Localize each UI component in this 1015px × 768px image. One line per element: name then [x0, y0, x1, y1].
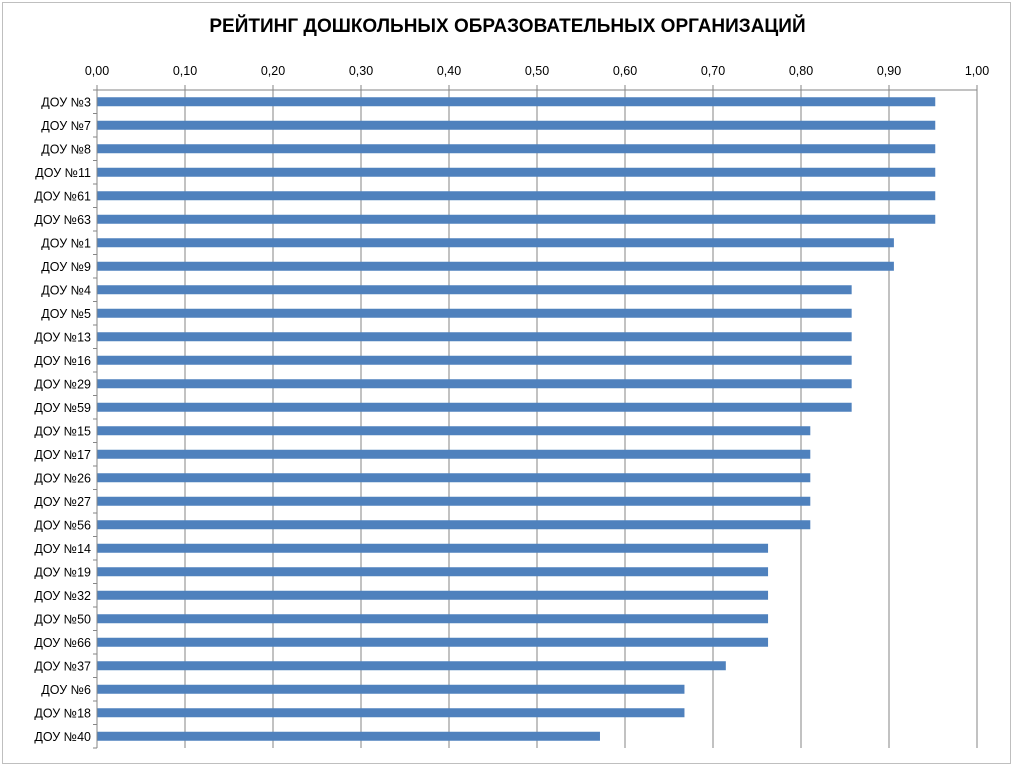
- bar: [97, 708, 685, 718]
- x-tick-label: 0,00: [85, 64, 109, 78]
- bar: [97, 214, 936, 224]
- x-tick-labels: 0,00 0,10 0,20 0,30 0,40 0,50 0,60 0,70 0,80 0,90…: [85, 64, 989, 78]
- category-label: ДОУ №18: [34, 706, 91, 720]
- bar: [97, 426, 811, 436]
- bar: [97, 167, 936, 177]
- category-label: ДОУ №5: [41, 307, 91, 321]
- category-label: ДОУ №27: [34, 495, 91, 509]
- bar: [97, 120, 936, 130]
- category-label: ДОУ №14: [34, 542, 91, 556]
- bar: [97, 543, 769, 553]
- category-label: ДОУ №66: [34, 636, 91, 650]
- bar: [97, 731, 600, 741]
- category-label: ДОУ №26: [34, 471, 91, 485]
- bar: [97, 191, 936, 201]
- bar: [97, 261, 894, 271]
- x-tick-label: 0,10: [173, 64, 197, 78]
- category-label: ДОУ №50: [34, 612, 91, 626]
- category-label: ДОУ №59: [34, 401, 91, 415]
- bar: [97, 473, 811, 483]
- chart-title: РЕЙТИНГ ДОШКОЛЬНЫХ ОБРАЗОВАТЕЛЬНЫХ ОРГАН…: [209, 16, 806, 37]
- category-label: ДОУ №6: [41, 683, 91, 697]
- bar: [97, 496, 811, 506]
- bar: [97, 637, 769, 647]
- x-tick-label: 0,50: [525, 64, 549, 78]
- category-label: ДОУ №16: [34, 354, 91, 368]
- bar: [97, 308, 852, 318]
- category-label: ДОУ №37: [34, 659, 91, 673]
- category-label: ДОУ №56: [34, 518, 91, 532]
- bar: [97, 379, 852, 389]
- category-label: ДОУ №7: [41, 119, 91, 133]
- bar: [97, 661, 726, 671]
- bar: [97, 238, 894, 248]
- bar: [97, 285, 852, 295]
- x-tick-label: 0,20: [261, 64, 285, 78]
- bar: [97, 567, 769, 577]
- grid-lines: [96, 90, 978, 748]
- category-label: ДОУ №9: [41, 260, 91, 274]
- axes: [93, 85, 978, 749]
- category-label: ДОУ №17: [34, 448, 91, 462]
- category-label: ДОУ №40: [34, 730, 91, 744]
- category-label: ДОУ №19: [34, 565, 91, 579]
- category-label: ДОУ №8: [41, 142, 91, 156]
- x-tick-label: 0,70: [701, 64, 725, 78]
- bar: [97, 97, 936, 107]
- bar: [97, 332, 852, 342]
- category-label: ДОУ №61: [34, 189, 91, 203]
- category-label: ДОУ №13: [34, 330, 91, 344]
- bar: [97, 590, 769, 600]
- x-tick-label: 0,30: [349, 64, 373, 78]
- bars: [97, 97, 936, 741]
- category-label: ДОУ №29: [34, 377, 91, 391]
- category-label: ДОУ №1: [41, 236, 91, 250]
- bar: [97, 520, 811, 530]
- bar: [97, 144, 936, 154]
- category-label: ДОУ №32: [34, 589, 91, 603]
- category-labels: ДОУ №3 ДОУ №7 ДОУ №8 ДОУ №11 ДОУ №61 ДОУ №63 Д…: [34, 95, 91, 744]
- bar: [97, 614, 769, 624]
- category-label: ДОУ №4: [41, 283, 91, 297]
- category-label: ДОУ №3: [41, 95, 91, 109]
- category-label: ДОУ №63: [34, 213, 91, 227]
- x-tick-label: 0,90: [877, 64, 901, 78]
- x-tick-label: 0,40: [437, 64, 461, 78]
- x-tick-label: 0,60: [613, 64, 637, 78]
- category-label: ДОУ №15: [34, 424, 91, 438]
- bar: [97, 449, 811, 459]
- category-label: ДОУ №11: [35, 166, 91, 180]
- bar: [97, 355, 852, 365]
- x-tick-label: 0,80: [789, 64, 813, 78]
- bar: [97, 402, 852, 412]
- bar: [97, 684, 685, 694]
- x-tick-label: 1,00: [965, 64, 989, 78]
